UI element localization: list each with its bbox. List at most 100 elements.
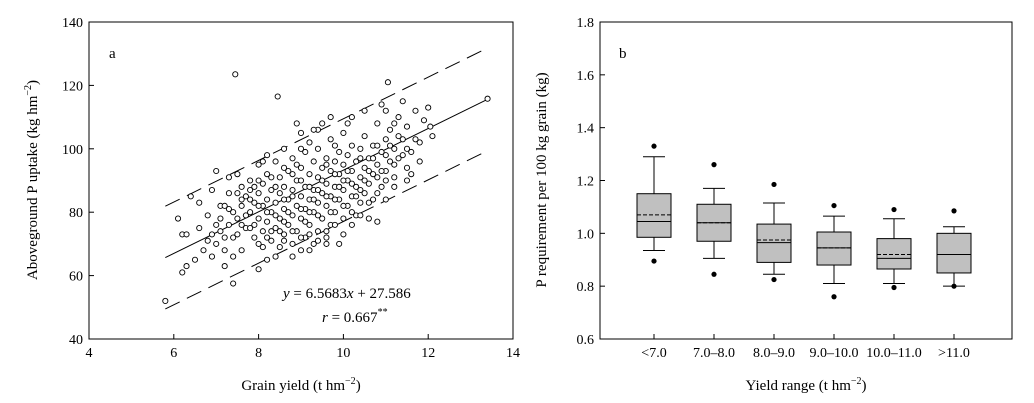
scatter-point <box>302 218 309 225</box>
scatter-point <box>297 247 305 254</box>
scatter-point <box>395 133 402 140</box>
equation-intercept: + 27.586 <box>354 286 412 302</box>
scatter-point <box>357 174 364 181</box>
scatter-point <box>391 120 398 127</box>
scatter-point <box>331 142 338 149</box>
scatter-point <box>378 148 385 156</box>
scatter-point <box>319 177 326 184</box>
scatter-point <box>242 193 249 200</box>
equation-y: y <box>281 286 290 302</box>
x-tick-label: 4 <box>86 346 93 361</box>
box-series <box>636 143 972 300</box>
scatter-point <box>297 129 305 136</box>
scatter-point <box>331 196 338 203</box>
scatter-point <box>391 161 398 168</box>
scatter-point <box>374 142 381 149</box>
scatter-point <box>297 215 305 222</box>
scatter-point <box>365 199 372 206</box>
y-tick-label: 40 <box>69 333 83 348</box>
panel-b-category-labels: <7.0 7.0–8.0 8.0–9.0 9.0–10.0 10.0–11.0 >11.0 <box>641 334 970 361</box>
scatter-point <box>274 93 281 100</box>
panel-b-y-axis-title: P requirement per 100 kg grain (kg) <box>534 72 550 287</box>
scatter-point <box>323 161 330 168</box>
scatter-point <box>264 234 271 241</box>
scatter-point <box>247 186 254 194</box>
interquartile-box <box>936 232 972 274</box>
category-label: 10.0–11.0 <box>866 346 921 361</box>
scatter-point <box>221 234 228 241</box>
outlier-point <box>891 206 897 213</box>
scatter-point <box>302 148 309 156</box>
scatter-point <box>314 237 322 244</box>
b-y-tick-label: 1.4 <box>577 122 595 137</box>
scatter-point <box>174 215 182 222</box>
scatter-point <box>213 221 220 228</box>
scatter-point <box>272 199 279 206</box>
scatter-point <box>289 212 296 219</box>
scatter-point <box>247 209 254 216</box>
scatter-point <box>276 190 283 197</box>
scatter-point <box>264 256 271 263</box>
interquartile-box <box>876 238 912 270</box>
scatter-point <box>264 171 271 178</box>
scatter-point <box>357 155 364 162</box>
scatter-point <box>251 183 258 190</box>
scatter-point <box>225 205 232 213</box>
scatter-point <box>162 297 169 305</box>
r-significance: ** <box>378 307 388 318</box>
scatter-point <box>399 136 406 143</box>
scatter-point <box>340 161 347 168</box>
scatter-point <box>336 183 343 190</box>
scatter-point <box>247 224 254 232</box>
scatter-point <box>213 167 220 175</box>
scatter-point <box>289 240 296 247</box>
scatter-point <box>395 114 402 121</box>
scatter-point <box>232 71 239 78</box>
scatter-point <box>374 161 381 168</box>
scatter-point <box>289 253 296 260</box>
scatter-point <box>251 234 258 241</box>
scatter-point <box>255 161 262 168</box>
scatter-point <box>183 263 190 270</box>
scatter-point <box>208 186 216 194</box>
b-y-tick-label: 1.0 <box>577 227 595 242</box>
scatter-point <box>403 164 411 171</box>
scatter-point <box>391 183 398 190</box>
category-label: 7.0–8.0 <box>693 346 735 361</box>
scatter-point <box>289 193 296 200</box>
scatter-point <box>251 199 258 206</box>
scatter-point <box>225 174 232 181</box>
scatter-point <box>217 228 224 235</box>
scatter-point <box>306 139 313 146</box>
scatter-point <box>374 120 381 127</box>
scatter-point <box>264 218 271 225</box>
scatter-point <box>340 186 347 194</box>
scatter-point <box>416 139 423 146</box>
scatter-point <box>238 196 245 203</box>
scatter-point <box>255 215 262 222</box>
scatter-point <box>310 240 317 247</box>
scatter-point <box>238 247 245 254</box>
scatter-point <box>242 212 249 219</box>
scatter-point <box>289 171 296 178</box>
scatter-point <box>259 180 266 187</box>
scatter-point <box>310 158 317 165</box>
scatter-point <box>272 253 279 260</box>
scatter-point <box>217 215 224 222</box>
scatter-point <box>306 183 313 190</box>
scatter-point <box>327 167 334 175</box>
scatter-point <box>412 136 419 143</box>
scatter-point <box>272 183 279 190</box>
y-tick-label: 60 <box>69 270 83 285</box>
scatter-point <box>268 186 275 194</box>
scatter-point <box>348 142 355 149</box>
scatter-point <box>348 114 355 121</box>
scatter-point <box>234 215 241 222</box>
x-tick-label: 8 <box>255 346 262 361</box>
scatter-point <box>365 215 372 222</box>
r-value: = 0.667 <box>328 310 378 326</box>
scatter-point <box>225 190 232 197</box>
scatter-point <box>331 221 338 228</box>
scatter-point <box>259 244 266 251</box>
x-tick-label: 12 <box>421 346 435 361</box>
